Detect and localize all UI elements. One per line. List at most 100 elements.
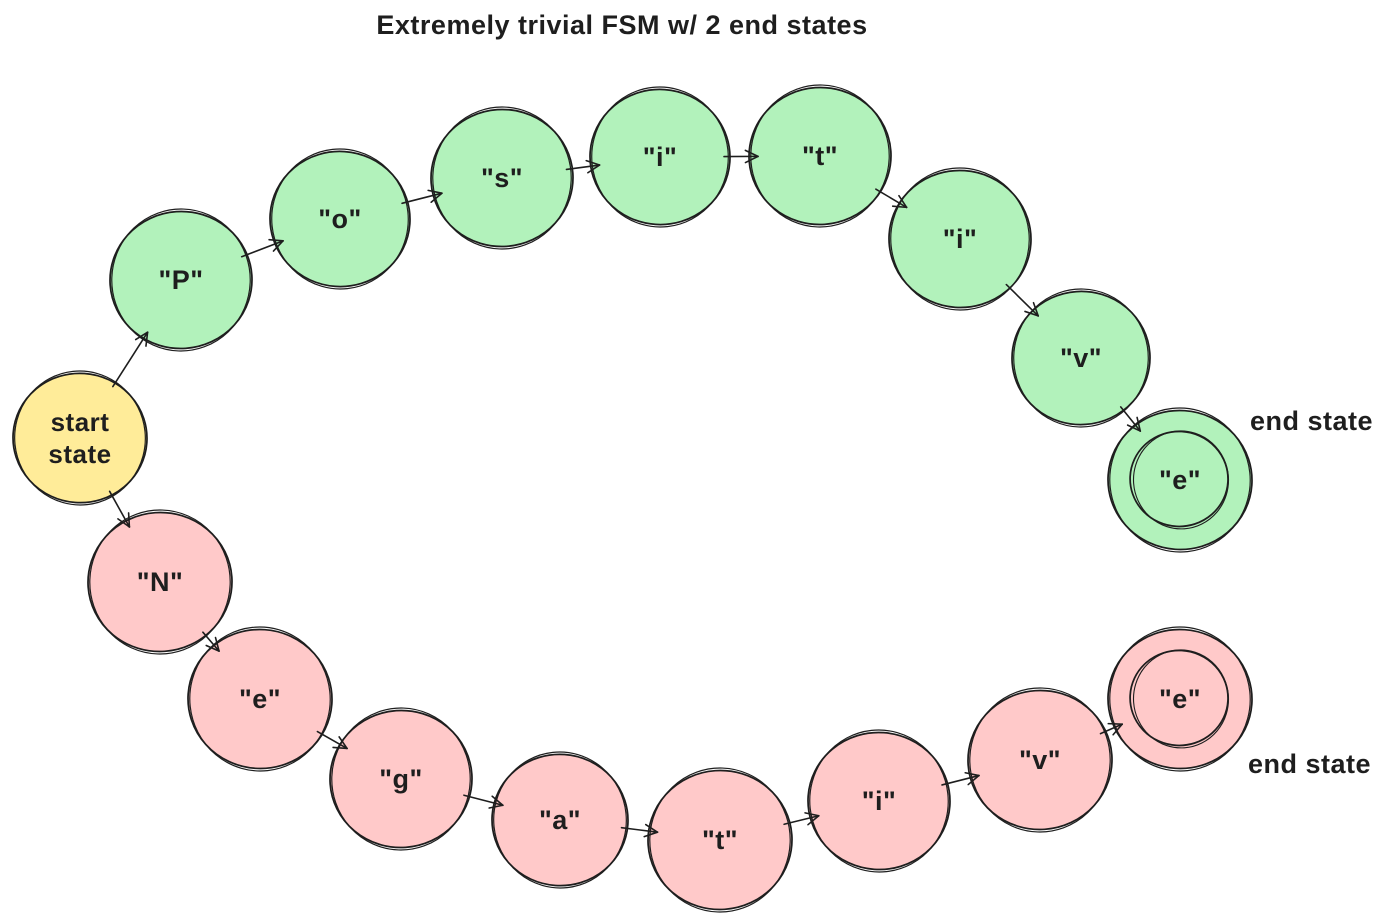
end-state-inner-circle <box>1129 430 1229 528</box>
edge-neg-N-neg-e1 <box>202 631 220 652</box>
state-node-neg-N: "N" <box>87 509 233 655</box>
transition-arrow-shaft <box>620 826 659 833</box>
state-circle-sketch-pass <box>890 167 1030 311</box>
transition-arrow-shaft <box>565 164 601 171</box>
state-circle <box>888 169 1032 309</box>
edge-neg-t-neg-i <box>783 812 820 826</box>
edge-start-pos-P <box>112 331 149 388</box>
transition-arrowhead <box>214 636 220 652</box>
state-circle-sketch-pass <box>809 729 949 873</box>
transition-arrowhead <box>585 159 601 166</box>
state-circle-sketch-pass <box>1109 626 1251 772</box>
state-node-pos-s: "s" <box>430 106 574 250</box>
state-circle-sketch-pass <box>89 509 231 655</box>
state-label-pos-v: "v" <box>1060 343 1102 373</box>
transition-arrow-shaft <box>941 774 980 786</box>
state-label-pos-i1: "i" <box>643 142 678 172</box>
transition-arrow-shaft <box>1099 723 1124 735</box>
state-circle <box>1011 290 1151 426</box>
state-circle-sketch-pass <box>591 86 729 228</box>
transition-arrowhead <box>1107 722 1124 725</box>
transition-arrow-shaft <box>240 240 284 258</box>
state-circle <box>807 731 951 871</box>
transition-arrowhead <box>804 812 820 817</box>
transition-arrowhead <box>427 189 443 195</box>
state-circle <box>430 108 574 248</box>
transition-arrowhead <box>338 736 348 750</box>
transition-arrowhead <box>644 823 659 833</box>
transition-arrow-shaft <box>202 631 220 652</box>
transition-arrowhead <box>117 518 131 528</box>
edge-pos-i1-pos-t <box>723 149 759 164</box>
transition-arrowhead <box>134 331 149 341</box>
edge-neg-i-neg-v <box>941 771 980 786</box>
state-circle <box>87 511 233 653</box>
state-label-pos-s: "s" <box>481 163 523 193</box>
edge-pos-s-pos-i1 <box>565 159 601 174</box>
state-label-neg-e2: "e" <box>1159 684 1201 714</box>
edge-neg-e1-neg-g <box>316 730 348 750</box>
transition-arrow-shaft <box>463 794 504 807</box>
transition-arrowhead <box>964 771 980 777</box>
state-circle-sketch-pass <box>969 687 1111 833</box>
edge-neg-v-neg-e2 <box>1099 722 1124 736</box>
transition-arrowhead <box>332 746 348 750</box>
state-circle <box>491 753 629 887</box>
transition-arrowhead <box>205 644 220 652</box>
state-circle-sketch-pass <box>493 751 627 889</box>
transition-arrowhead <box>744 155 759 164</box>
state-label-neg-v: "v" <box>1019 745 1061 775</box>
state-node-pos-P: "P" <box>109 208 253 352</box>
transition-arrow-shaft <box>112 331 149 388</box>
transition-arrowhead <box>145 331 149 347</box>
state-node-neg-a: "a" <box>491 751 629 889</box>
state-circle <box>329 709 473 849</box>
state-label-pos-i2: "i" <box>943 224 978 254</box>
state-circle <box>269 150 411 288</box>
state-label-pos-t: "t" <box>802 141 838 171</box>
edge-pos-i2-pos-v <box>1005 283 1040 317</box>
transition-arrow-shaft <box>1005 283 1040 317</box>
edge-neg-a-neg-t <box>620 823 659 838</box>
transition-arrowhead <box>807 814 820 826</box>
transition-arrowhead <box>1024 310 1040 317</box>
state-node-pos-i1: "i" <box>589 86 731 228</box>
state-node-neg-v: "v" <box>967 687 1113 833</box>
end-state-inner-circle <box>1129 649 1229 747</box>
end-state-inner-circle-sketch-pass <box>1132 430 1230 530</box>
state-label-neg-a: "a" <box>539 805 581 835</box>
diagram-title: Extremely trivial FSM w/ 2 end states <box>376 10 868 40</box>
edge-pos-o-pos-s <box>401 189 443 205</box>
end-state-label-green: end state <box>1250 406 1373 436</box>
state-circle <box>589 88 731 226</box>
state-circle-sketch-pass <box>111 208 251 352</box>
state-circle-sketch-pass <box>1109 407 1251 553</box>
transition-arrowhead <box>491 795 504 807</box>
transition-arrow-shaft <box>875 188 908 209</box>
transition-arrow-shaft <box>783 814 820 826</box>
transition-arrow-shaft <box>401 192 443 205</box>
transition-arrowhead <box>127 512 131 528</box>
transition-arrowhead <box>1136 416 1142 432</box>
state-label-pos-o: "o" <box>318 204 362 234</box>
transition-arrowhead <box>587 164 601 174</box>
transition-arrowhead <box>488 804 504 809</box>
transition-arrowhead <box>1112 723 1124 736</box>
state-node-neg-g: "g" <box>329 707 473 851</box>
transition-arrowhead <box>1126 424 1142 432</box>
state-node-neg-t: "t" <box>647 767 793 913</box>
transition-arrowhead <box>430 192 443 204</box>
state-label-pos-P: "P" <box>158 265 203 295</box>
transition-arrowhead <box>744 149 759 158</box>
transition-arrowhead <box>272 240 284 252</box>
state-node-pos-o: "o" <box>269 148 411 290</box>
state-circle-sketch-pass <box>649 767 791 913</box>
state-label-neg-i: "i" <box>862 786 897 816</box>
edge-pos-t-pos-i2 <box>875 188 908 209</box>
state-circle-sketch-pass <box>432 106 572 250</box>
state-node-start: start state <box>12 370 148 506</box>
edge-neg-g-neg-a <box>463 794 504 809</box>
state-node-neg-e1: "e" <box>187 626 333 772</box>
